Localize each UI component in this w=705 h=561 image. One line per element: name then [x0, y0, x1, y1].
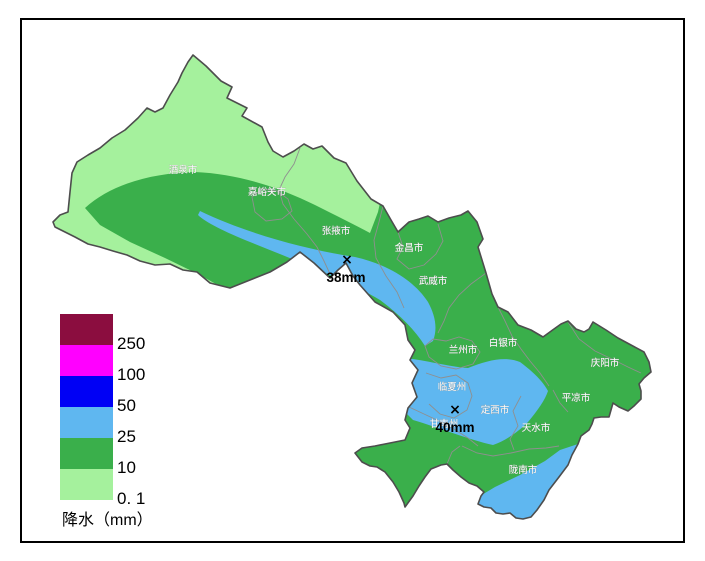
- city-label: 张掖市: [322, 225, 351, 237]
- city-label: 天水市: [522, 422, 551, 434]
- legend-value: 250: [117, 334, 146, 353]
- figure-frame: [20, 18, 685, 543]
- city-label: 定西市: [481, 404, 510, 416]
- station-x-icon: ×: [449, 402, 461, 418]
- city-label: 陇南市: [509, 464, 538, 476]
- legend-title: 降水（mm）: [62, 512, 153, 529]
- station-precip-value: 38mm: [326, 270, 365, 285]
- city-label: 武威市: [419, 275, 448, 287]
- precipitation-legend: 250 100 50 25 10 0. 1: [60, 314, 145, 508]
- legend-value: 10: [117, 458, 136, 477]
- legend-value: 25: [117, 427, 136, 446]
- city-label: 临夏州: [438, 381, 467, 393]
- legend-swatch-50: 50: [60, 376, 136, 415]
- precip-band-25mm-southeast: [405, 358, 548, 445]
- legend-swatch-0.1: 0. 1: [60, 469, 145, 508]
- station-precip-value: 40mm: [435, 420, 474, 435]
- city-label: 兰州市: [449, 344, 478, 356]
- city-label: 酒泉市: [169, 164, 198, 176]
- city-label: 甘南州: [430, 418, 459, 430]
- district-boundaries: [251, 147, 642, 465]
- city-label: 嘉峪关市: [248, 186, 287, 198]
- city-label: 庆阳市: [591, 357, 620, 369]
- station-markers: × 38mm × 40mm: [326, 252, 474, 435]
- legend-swatch-25: 25: [60, 407, 136, 446]
- legend-value: 50: [117, 396, 136, 415]
- station-x-icon: ×: [341, 252, 353, 268]
- city-label: 金昌市: [395, 242, 424, 254]
- city-label: 平凉市: [562, 392, 591, 404]
- legend-value: 0. 1: [117, 489, 146, 508]
- city-label: 白银市: [489, 337, 518, 349]
- legend-swatch-100: 100: [60, 345, 145, 384]
- legend-swatch-10: 10: [60, 438, 136, 477]
- precip-band-25mm-corridor: [198, 211, 436, 346]
- legend-swatch-250: 250: [60, 314, 145, 353]
- legend-value: 100: [117, 365, 146, 384]
- precip-band-25mm-longnan: [470, 444, 578, 519]
- province-outline: [52, 54, 652, 520]
